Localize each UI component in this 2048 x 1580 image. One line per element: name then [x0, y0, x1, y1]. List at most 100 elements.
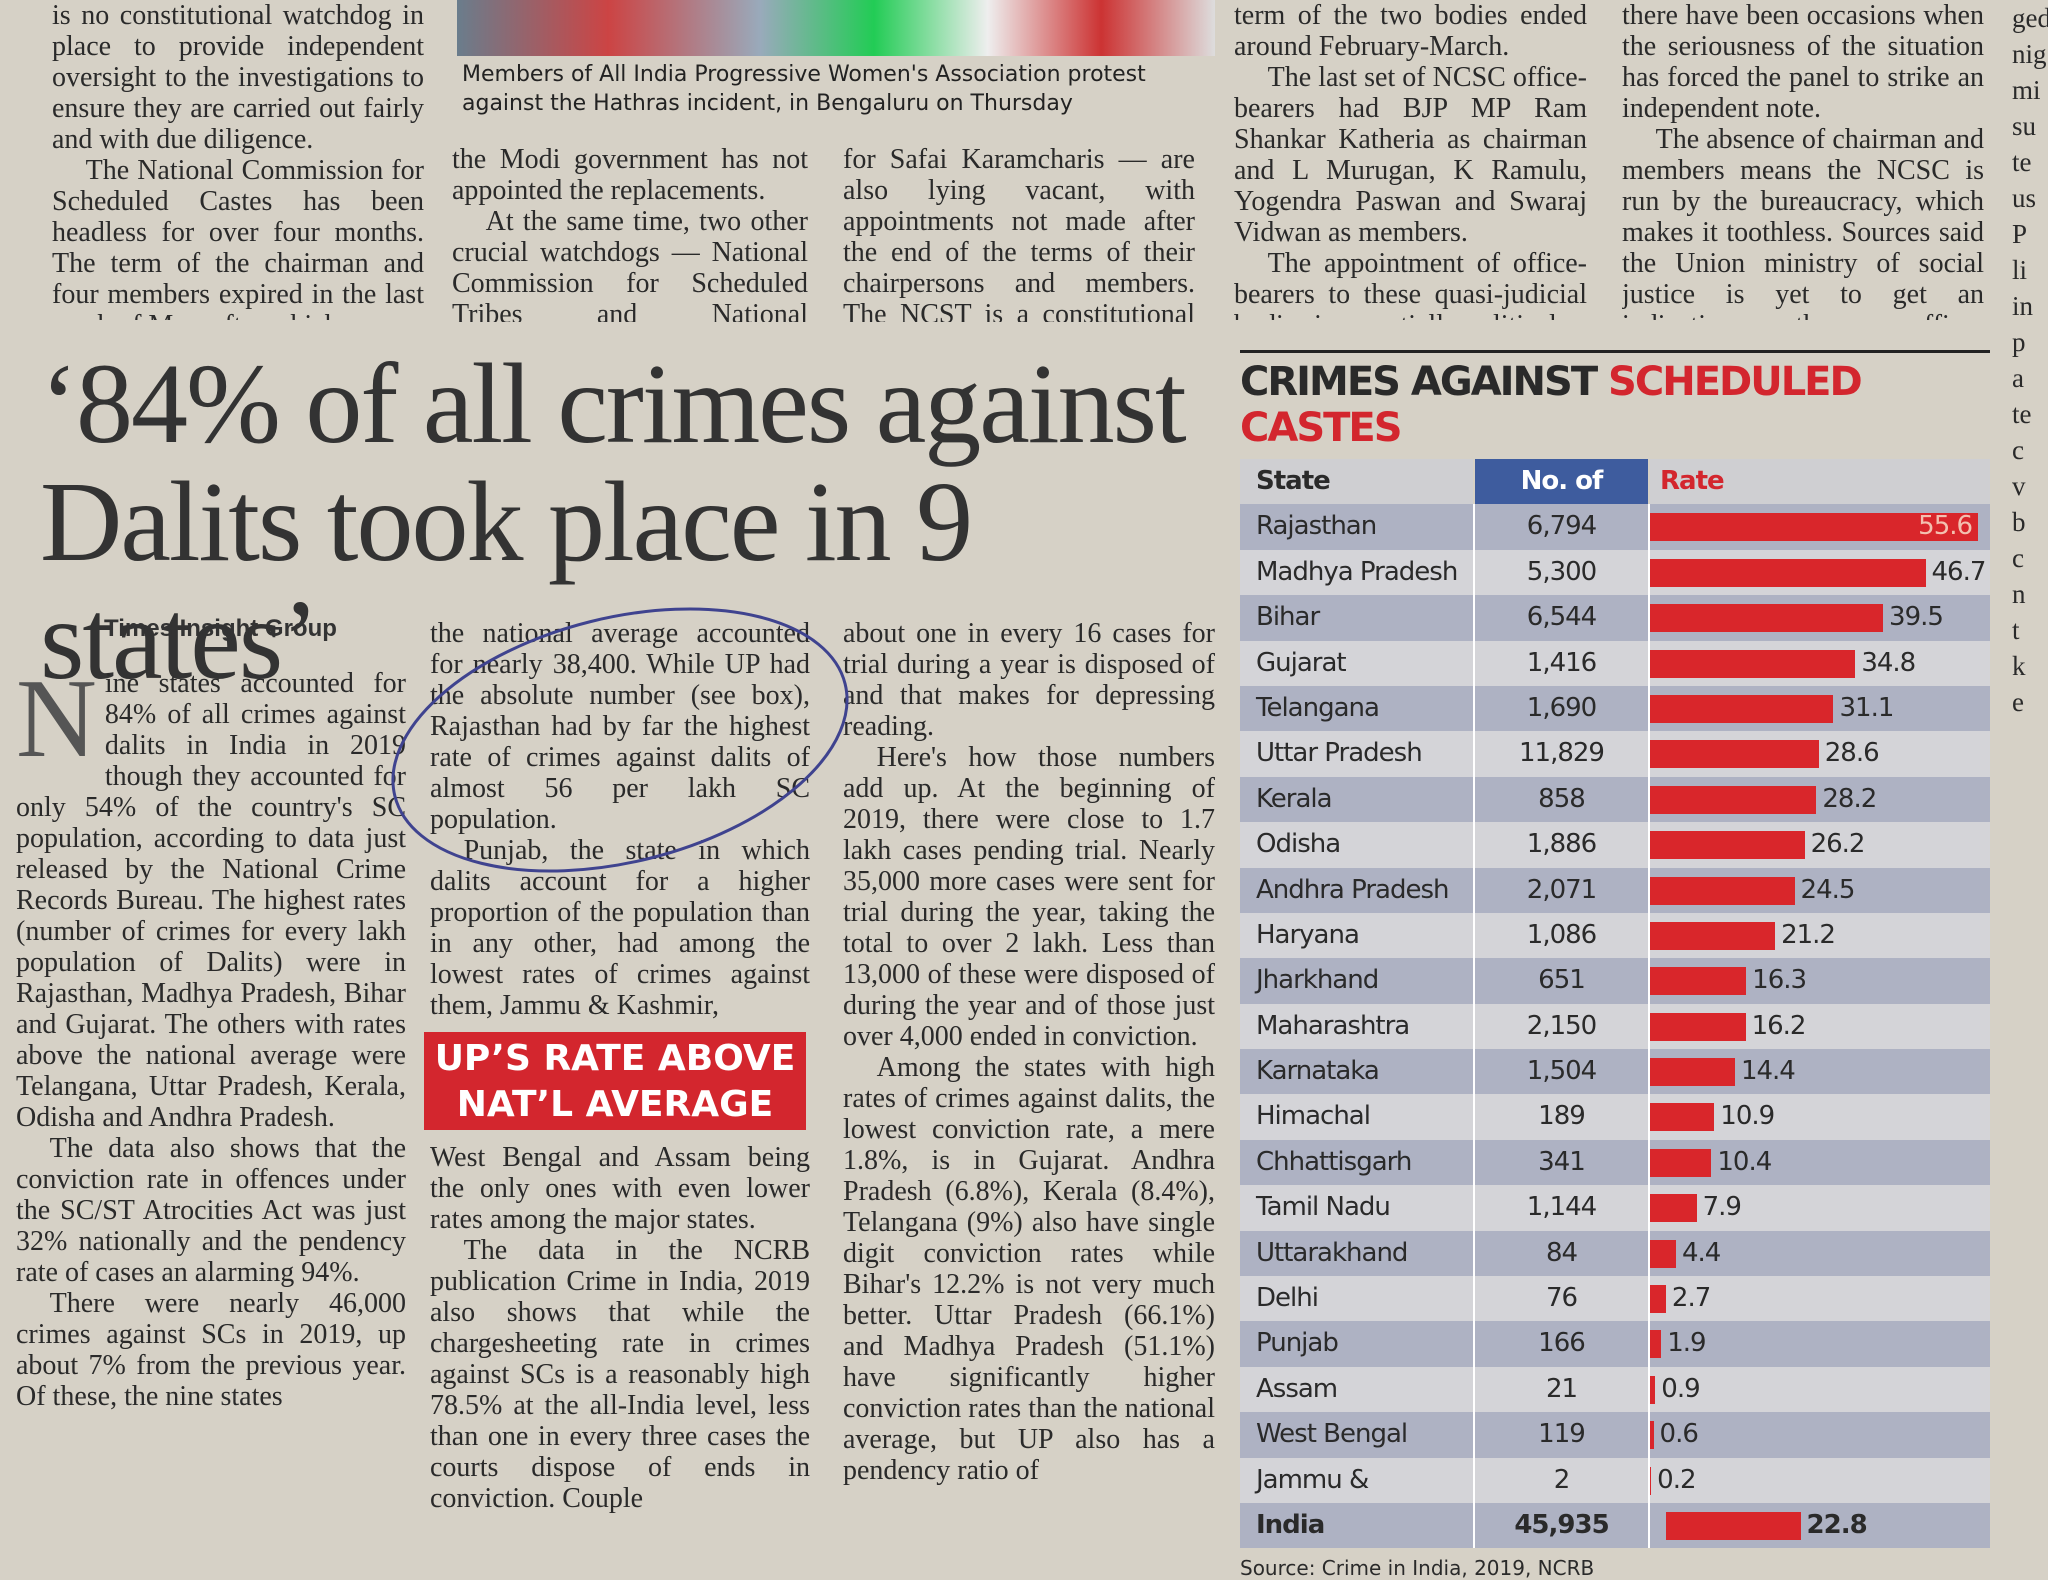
rate-cell: 1.9	[1650, 1321, 1990, 1366]
crimes: 119	[1538, 1419, 1586, 1450]
table-row: Gujarat 1,416 34.8	[1240, 640, 1990, 686]
rate-label: 7.9	[1702, 1192, 1742, 1223]
table-row: Uttar Pradesh 11,829 28.6	[1240, 731, 1990, 777]
rate-bar	[1650, 604, 1884, 633]
table-row: Jharkhand 651 16.3	[1240, 958, 1990, 1004]
column: about one in every 16 cases for trial du…	[843, 618, 1215, 1533]
title: SCHEDULED CASTES	[1240, 359, 1863, 451]
text-line: UP’S RATE ABOVE	[434, 1038, 796, 1079]
paragraph: The data also shows that the conviction …	[16, 1133, 406, 1288]
column: for Safai Karamcharis — are also lying v…	[843, 144, 1195, 322]
rate-cell: 10.9	[1650, 1094, 1990, 1139]
rate-label: 31.1	[1839, 692, 1894, 723]
rate-label: 14.4	[1740, 1056, 1796, 1087]
separator	[1648, 1366, 1650, 1413]
paragraph: about one in every 16 cases for trial du…	[843, 618, 1215, 742]
rate-label: 2.7	[1671, 1283, 1711, 1314]
column: West Bengal and Assam being the only one…	[430, 1142, 810, 1534]
state: West Bengal	[1256, 1419, 1408, 1450]
rate-bar	[1650, 921, 1776, 950]
rate-label: 0.9	[1661, 1373, 1700, 1404]
rate-bar	[1650, 831, 1805, 860]
table-row: Madhya Pradesh 5,300 46.7	[1240, 549, 1990, 596]
table-row: Himachal Pradesh 189 10.9	[1240, 1094, 1990, 1176]
paragraph: The appointment of office-bearers to the…	[1234, 248, 1587, 320]
separator	[1473, 1049, 1475, 1095]
paragraph: there have been occasions when the serio…	[1622, 0, 1984, 124]
separator	[1473, 1457, 1475, 1503]
source: Source: Crime in India, 2019, NCRB	[1240, 1556, 1595, 1580]
state: Chhattisgarh	[1256, 1146, 1412, 1177]
rate-bar	[1650, 1148, 1712, 1177]
state: Jammu & Kashmir	[1256, 1464, 1369, 1540]
rate-cell: 34.8	[1650, 641, 1990, 686]
rate-label: 22.8	[1806, 1509, 1868, 1540]
separator	[1473, 595, 1475, 641]
rate-label: 0.2	[1657, 1464, 1696, 1495]
table-row: Rajasthan 6,794 55.6	[1240, 504, 1990, 550]
state: Delhi	[1256, 1283, 1319, 1314]
rate-bar	[1650, 876, 1795, 905]
rate-cell: 0.2	[1650, 1458, 1990, 1503]
rate-cell: 0.6	[1650, 1412, 1990, 1457]
rate-cell: 0.9	[1650, 1367, 1990, 1412]
text-line: c	[2012, 435, 2024, 465]
headline: ‘84% of all crimes against Dalits took p…	[40, 340, 1187, 703]
rate-cell: 21.2	[1650, 913, 1990, 958]
state: Maharashtra	[1256, 1010, 1410, 1041]
separator	[1648, 1321, 1650, 1367]
separator	[1473, 685, 1475, 732]
separator	[1648, 912, 1650, 959]
crimes: 2	[1553, 1464, 1571, 1495]
column: term of the two bodies ended around Febr…	[1234, 0, 1587, 320]
rate-cell: 28.6	[1650, 731, 1990, 776]
text-line: te	[2012, 147, 2032, 177]
table-row: Delhi 76 2.7	[1240, 1276, 1990, 1322]
crimes: 341	[1538, 1146, 1586, 1177]
crimes: 1,144	[1526, 1192, 1597, 1223]
state: Assam	[1256, 1373, 1338, 1404]
paragraph: There were nearly 46,000 crimes against …	[16, 1288, 406, 1412]
crimes: 76	[1545, 1283, 1578, 1314]
table-row: Andhra Pradesh 2,071 24.5	[1240, 867, 1990, 913]
separator	[1648, 1276, 1650, 1322]
rate-cell: 2.7	[1650, 1276, 1990, 1321]
rate-bar	[1650, 1239, 1676, 1268]
table-row: Odisha 1,886 26.2	[1240, 822, 1990, 868]
text-line: P	[2012, 219, 2028, 249]
state: Rajasthan	[1256, 511, 1377, 542]
table-row: Karnataka 1,504 14.4	[1240, 1049, 1990, 1095]
rate-label: 0.6	[1659, 1419, 1699, 1450]
subhead-box: UP’S RATE ABOVE NAT’L AVERAGE	[424, 1032, 806, 1130]
separator	[1473, 958, 1475, 1004]
state: Odisha	[1256, 829, 1341, 860]
text-line: v	[2012, 471, 2026, 501]
text-line: b	[2012, 507, 2026, 537]
separator	[1648, 1094, 1650, 1140]
paragraph: is no constitutional watchdog in place t…	[52, 0, 424, 155]
rate-cell: 28.2	[1650, 777, 1990, 822]
table-row: Assam 21 0.9	[1240, 1366, 1990, 1413]
rate-bar	[1650, 1466, 1652, 1495]
rate-label: 16.3	[1752, 965, 1807, 996]
header-cell: Rate	[1650, 459, 1990, 505]
table-row: Bihar 6,544 39.5	[1240, 595, 1990, 641]
rate-bar	[1650, 1012, 1746, 1041]
rate-bar	[1650, 1421, 1654, 1450]
state: India	[1256, 1509, 1325, 1540]
paragraph: term of the two bodies ended around Febr…	[1234, 0, 1587, 62]
state: Madhya Pradesh	[1256, 556, 1458, 587]
photo	[457, 0, 1215, 56]
table-row: West Bengal 119 0.6	[1240, 1412, 1990, 1458]
rule	[1240, 350, 1990, 353]
table-title: CRIMES AGAINST SCHEDULED CASTES	[1240, 359, 1990, 451]
separator	[1473, 549, 1475, 596]
rate-label: 28.6	[1824, 738, 1880, 769]
separator	[1648, 595, 1650, 641]
text-line: p	[2012, 327, 2026, 357]
rate-label: 1.9	[1667, 1328, 1706, 1359]
rate-label: 21.2	[1781, 919, 1836, 950]
